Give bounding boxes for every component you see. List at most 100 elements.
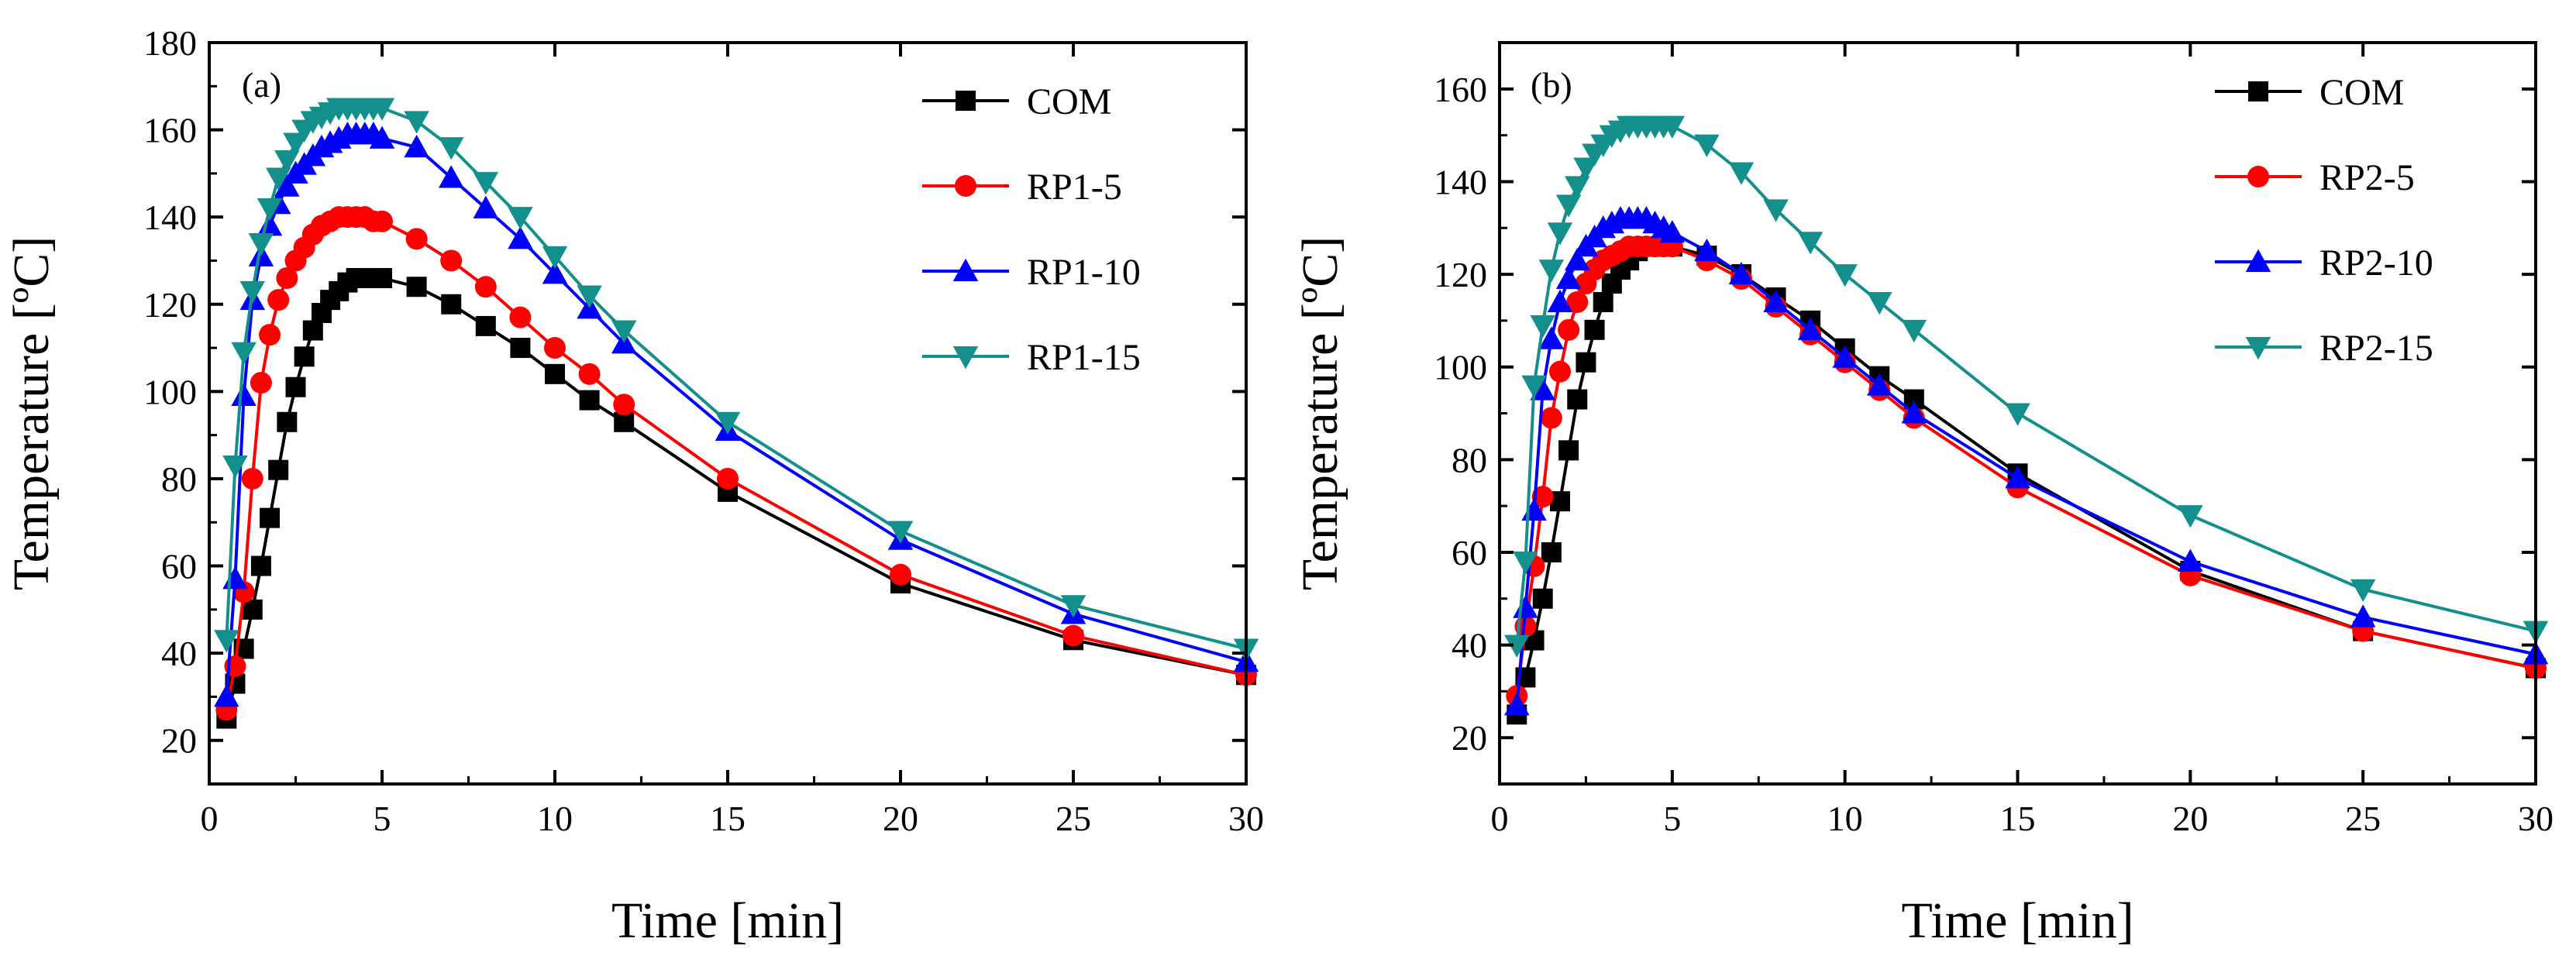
data-point (1797, 317, 1824, 340)
x-axis-title: Time [min] (611, 892, 844, 949)
x-tick-label: 20 (883, 799, 918, 838)
data-point (2350, 604, 2376, 627)
data-point (404, 111, 429, 134)
legend-item: COM (2215, 72, 2404, 113)
data-point (1593, 291, 1613, 312)
data-point (265, 167, 291, 191)
data-point (260, 507, 281, 528)
data-point (2350, 579, 2376, 603)
legend-label: RP2-5 (2319, 157, 2415, 198)
data-point (2005, 403, 2030, 426)
data-point (241, 467, 263, 490)
legend-item: COM (922, 81, 1111, 122)
data-point (438, 165, 464, 188)
data-point (544, 337, 566, 359)
legend-item: RP1-15 (922, 337, 1141, 378)
data-point (1901, 401, 1927, 424)
data-point (276, 266, 298, 289)
data-point (542, 246, 568, 270)
data-point (283, 132, 308, 156)
legend-item: RP1-5 (922, 167, 1122, 208)
data-point (214, 684, 239, 707)
legend-label: RP1-15 (1027, 337, 1141, 378)
x-tick-label: 25 (2345, 799, 2381, 838)
data-point (274, 174, 300, 197)
data-point (1659, 115, 1686, 139)
data-point (1832, 264, 1858, 287)
series-line (1515, 124, 2536, 645)
data-point (2005, 465, 2030, 489)
data-point (508, 207, 533, 230)
data-point (474, 276, 497, 298)
data-point (440, 249, 463, 272)
y-tick-label: 20 (161, 721, 197, 761)
y-tick-label: 140 (143, 198, 197, 237)
legend-label: RP2-10 (2319, 242, 2433, 284)
data-point (1565, 247, 1590, 271)
data-point (578, 363, 601, 385)
y-tick-label: 20 (1452, 718, 1487, 758)
data-point (715, 411, 741, 435)
data-point (1694, 238, 1720, 262)
data-point (613, 394, 635, 416)
x-tick-label: 10 (1827, 799, 1863, 838)
data-point (1504, 693, 1530, 716)
data-point (890, 563, 911, 586)
data-point (1567, 389, 1588, 410)
legend-marker (955, 175, 976, 197)
data-point (1659, 219, 1686, 243)
data-point (1832, 345, 1858, 368)
x-tick-label: 15 (2000, 799, 2036, 838)
y-tick-label: 40 (1452, 626, 1487, 665)
data-point (1566, 291, 1589, 313)
data-point (1532, 588, 1553, 609)
data-point (231, 383, 257, 406)
data-point (1763, 289, 1789, 312)
legend-item: RP1-10 (922, 252, 1141, 293)
y-tick-label: 160 (143, 111, 197, 150)
data-point (1901, 319, 1927, 343)
legend: COM RP2-5 RP2-10 RP2-15 (2215, 72, 2433, 369)
y-tick-label: 80 (1452, 440, 1487, 480)
data-point (473, 195, 499, 218)
series-COM (1507, 236, 2546, 725)
legend-marker (2245, 249, 2271, 272)
series-RP2-15 (1504, 115, 2549, 658)
data-point (1576, 352, 1596, 373)
data-point (1548, 360, 1571, 383)
data-point (579, 390, 600, 411)
data-point (259, 324, 281, 346)
legend-marker (2248, 81, 2268, 101)
legend-marker (952, 258, 979, 281)
x-tick-label: 15 (710, 799, 746, 838)
data-point (372, 267, 392, 288)
data-point (1584, 319, 1605, 340)
x-tick-label: 0 (1491, 799, 1509, 838)
data-point (1538, 326, 1565, 349)
data-point (1541, 542, 1562, 562)
data-point (1547, 222, 1573, 246)
data-point (1504, 634, 1530, 658)
data-point (1521, 375, 1547, 398)
data-point (369, 98, 395, 121)
y-tick-label: 120 (143, 285, 197, 325)
data-point (542, 261, 568, 284)
chart-panel-b: 0 5 10 15 20 25 30 20 40 60 80 100 120 140 160 Time [mi… (1292, 41, 2554, 949)
data-point (371, 210, 393, 232)
x-tick-label: 0 (201, 799, 219, 838)
data-point (285, 376, 306, 397)
y-axis-title: Temperature [ºC] (3, 236, 60, 590)
data-point (1866, 291, 1892, 315)
legend-label: RP1-10 (1027, 252, 1141, 293)
legend-label: RP2-15 (2319, 328, 2433, 369)
data-point (1538, 260, 1565, 283)
data-point (302, 320, 323, 341)
data-point (1558, 318, 1580, 341)
data-point (1531, 486, 1554, 508)
data-point (1555, 266, 1582, 290)
legend-marker (2247, 166, 2269, 187)
data-point (257, 198, 283, 222)
y-tick-label: 120 (1434, 255, 1487, 294)
y-tick-label: 60 (161, 547, 197, 586)
